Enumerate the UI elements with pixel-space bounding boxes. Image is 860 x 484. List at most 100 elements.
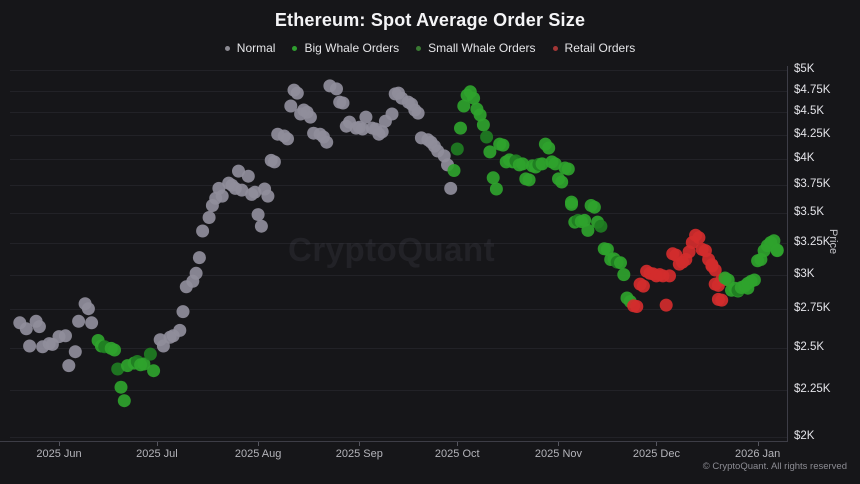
big-whale-dot-icon: [292, 45, 298, 51]
data-point: [467, 91, 481, 105]
data-point: [561, 162, 575, 176]
data-point: [480, 130, 494, 144]
data-point: [489, 182, 503, 196]
data-point: [356, 122, 370, 136]
x-tick-label: 2025 Nov: [534, 448, 583, 460]
y-tick-label: $2K: [794, 430, 815, 442]
chart-title: Ethereum: Spot Average Order Size: [274, 10, 586, 30]
data-point: [450, 142, 464, 156]
data-point: [117, 394, 131, 408]
data-point: [23, 339, 37, 353]
data-point: [548, 157, 562, 171]
data-point: [454, 121, 467, 135]
data-point: [147, 364, 161, 378]
data-point: [614, 256, 627, 270]
data-point: [587, 200, 601, 214]
data-point: [565, 197, 578, 211]
gridline: [10, 389, 787, 391]
x-tick-mark: [258, 442, 260, 446]
legend-label: Retail Orders: [564, 41, 636, 55]
gridline: [10, 242, 787, 244]
data-point: [473, 108, 487, 122]
legend-item-retail[interactable]: Retail Orders: [552, 41, 636, 55]
data-point: [375, 125, 389, 139]
x-tick-label: 2025 Aug: [234, 448, 282, 460]
x-tick-mark: [656, 442, 658, 446]
data-point: [496, 138, 510, 152]
data-point: [630, 300, 644, 313]
y-tick-label: $2.25K: [794, 382, 831, 395]
x-tick-mark: [457, 442, 459, 446]
data-point: [111, 362, 125, 376]
data-point: [176, 305, 190, 319]
data-point: [173, 323, 187, 337]
y-tick-label: $4.75K: [794, 83, 831, 96]
data-point: [261, 189, 275, 203]
data-point: [241, 169, 255, 183]
gridline: [10, 159, 787, 161]
data-point: [770, 244, 784, 258]
legend-item-big-whale[interactable]: Big Whale Orders: [292, 41, 399, 55]
y-tick-label: $2.5K: [794, 340, 825, 353]
data-point: [692, 231, 706, 245]
data-point: [411, 106, 425, 120]
retail-dot-icon: [552, 45, 558, 51]
data-point: [457, 99, 471, 113]
y-axis-title: Price: [827, 229, 839, 255]
data-point: [617, 268, 631, 282]
data-point: [192, 251, 206, 265]
gridline: [10, 70, 787, 71]
x-axis-line: [0, 441, 788, 442]
y-axis-line: [787, 66, 788, 442]
data-point: [578, 213, 592, 227]
data-point: [235, 183, 249, 197]
x-tick-label: 2025 Jul: [136, 448, 178, 460]
y-tick-label: $2.75K: [794, 302, 831, 315]
copyright-notice: © CryptoQuant. All rights reserved: [702, 461, 847, 472]
data-point: [483, 145, 497, 159]
data-point: [486, 171, 500, 185]
data-point: [747, 273, 761, 287]
gridline: [10, 274, 787, 276]
normal-dot-icon: [224, 45, 230, 51]
y-tick-label: $3.5K: [794, 205, 825, 218]
data-point: [137, 357, 151, 371]
data-point: [636, 279, 650, 293]
legend-item-normal[interactable]: Normal: [224, 41, 275, 55]
data-point: [336, 96, 350, 110]
data-point: [81, 302, 95, 316]
data-point: [108, 343, 121, 357]
data-point: [189, 266, 203, 280]
y-tick-label: $3.75K: [794, 178, 831, 191]
x-tick-mark: [558, 442, 560, 446]
x-tick-label: 2025 Sep: [335, 448, 383, 460]
data-point: [359, 110, 373, 124]
data-point: [114, 380, 128, 394]
data-point: [708, 263, 722, 277]
data-point: [444, 181, 458, 195]
x-tick-label: 2026 Jan: [734, 448, 781, 460]
y-tick-label: $4.25K: [794, 128, 831, 141]
data-point: [447, 164, 461, 177]
data-point: [715, 293, 729, 307]
gridline: [10, 185, 787, 187]
gridline: [10, 135, 787, 137]
data-point: [68, 345, 82, 359]
gridline: [10, 437, 787, 438]
legend-item-small-whale[interactable]: Small Whale Orders: [416, 41, 536, 55]
data-point: [202, 211, 216, 224]
data-point: [600, 242, 614, 256]
x-tick-mark: [359, 442, 361, 446]
data-point: [542, 141, 556, 155]
data-point: [254, 219, 268, 233]
data-point: [659, 298, 673, 312]
data-point: [215, 189, 229, 203]
data-point: [251, 208, 265, 222]
data-point: [320, 135, 334, 149]
data-point: [143, 347, 157, 361]
data-point: [284, 99, 298, 113]
data-point: [516, 157, 530, 171]
